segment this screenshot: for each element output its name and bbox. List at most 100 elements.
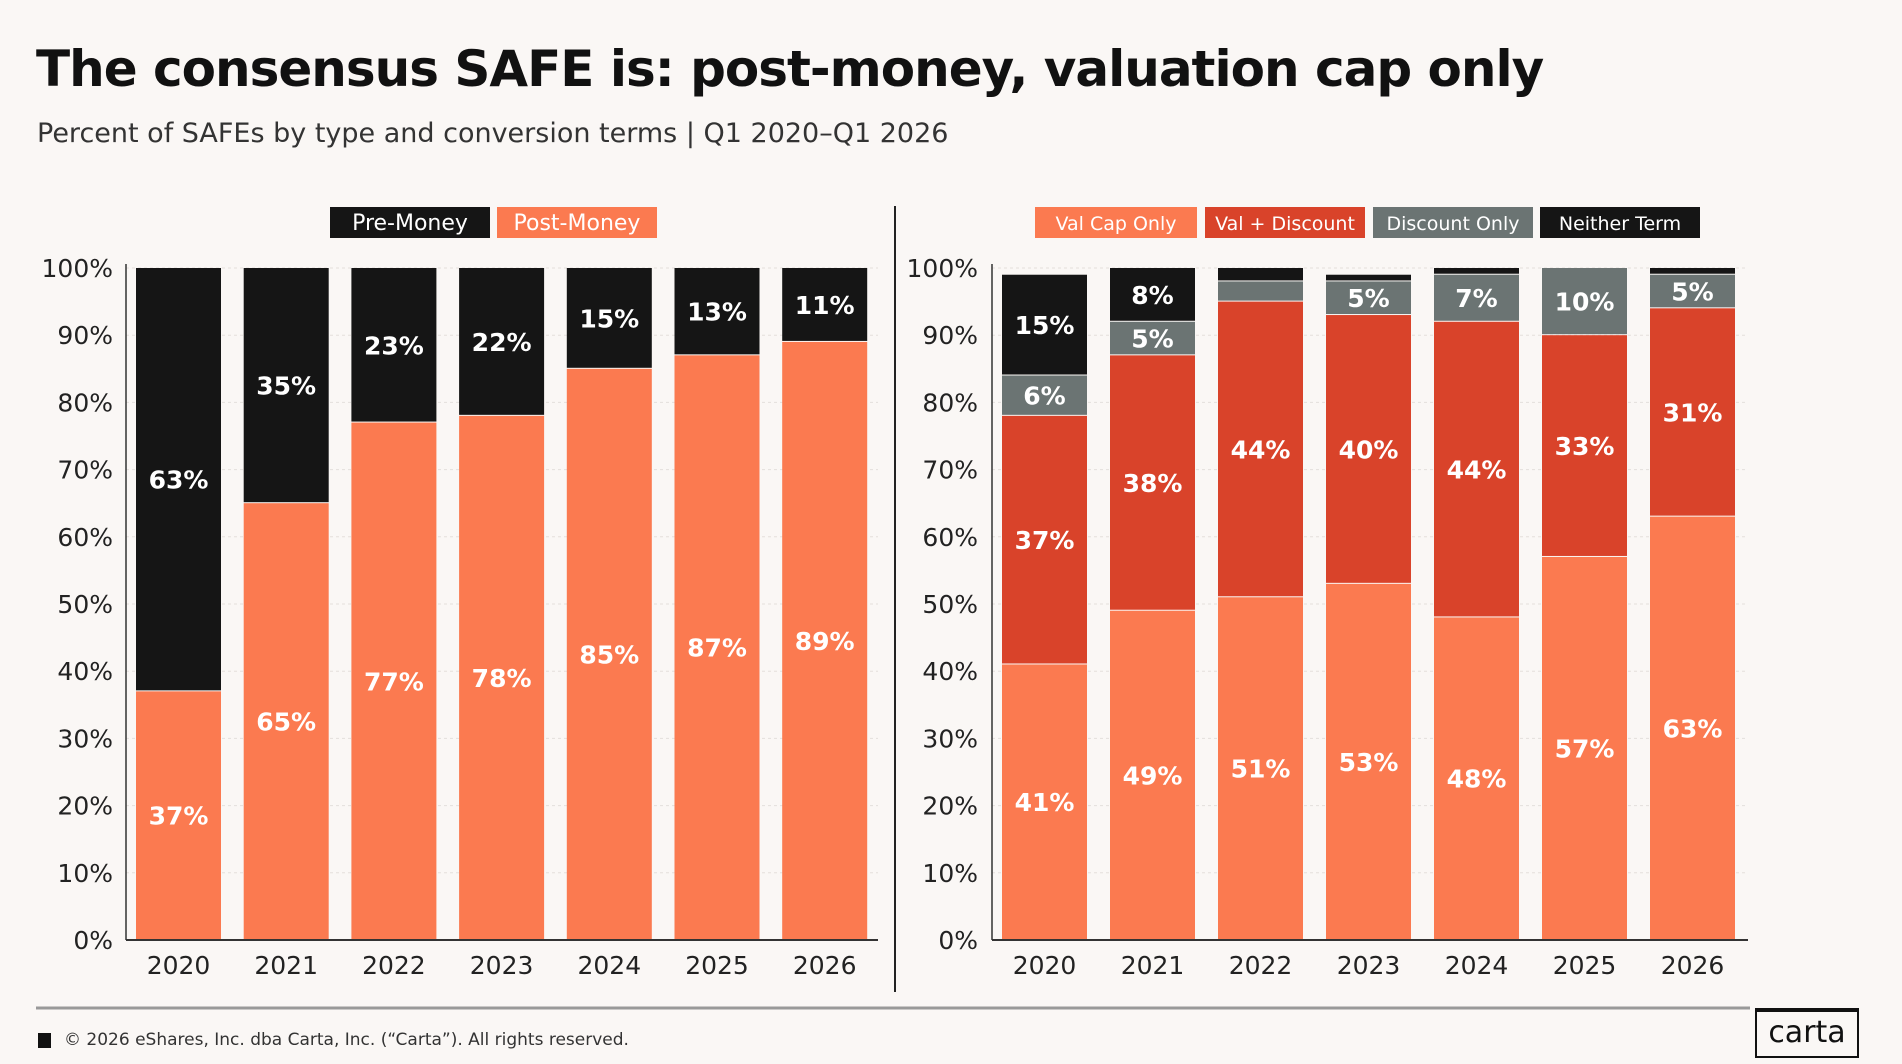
bar-segment-neither-term-2024: [1434, 268, 1519, 274]
bar-segment-pre-money-2020: [136, 268, 221, 691]
data-label: 23%: [364, 331, 424, 360]
data-label: 87%: [687, 634, 747, 663]
x-tick-label: 2023: [1337, 951, 1401, 980]
data-label: 5%: [1131, 325, 1173, 354]
y-tick-label: 30%: [922, 724, 978, 753]
footer-square-icon: [38, 1033, 51, 1048]
y-tick-label: 40%: [922, 657, 978, 686]
x-tick-label: 2020: [147, 951, 211, 980]
bar-segment-val-cap-only-2026: [1650, 516, 1735, 939]
bar-segment-discount-only-2023: [1326, 281, 1411, 315]
bar-segment-post-money-2024: [566, 368, 652, 939]
y-tick-label: 30%: [57, 724, 113, 753]
bar-segment-val-discount-2020: [1002, 415, 1087, 664]
data-label: 35%: [256, 372, 316, 401]
legend-label: Val + Discount: [1215, 213, 1355, 235]
bar-segment-val-cap-only-2023: [1326, 583, 1411, 939]
legend-swatch: [497, 207, 657, 238]
legend-label: Neither Term: [1559, 213, 1681, 235]
x-tick-label: 2024: [577, 951, 641, 980]
y-tick-label: 80%: [57, 388, 113, 417]
chart-1: 0% 10% 20% 30% 40% 50% 60% 70% 80% 90% 100% 37% 63% 2…: [42, 207, 878, 980]
bar-segment-discount-only-2026: [1650, 274, 1735, 308]
y-tick-label: 50%: [57, 590, 113, 619]
x-tick-label: 2024: [1445, 951, 1509, 980]
y-tick-label: 90%: [922, 321, 978, 350]
carta-logo: carta: [1755, 1008, 1859, 1058]
legend-swatch: [1205, 207, 1365, 238]
legend-swatch: [1035, 207, 1197, 238]
bar-segment-val-cap-only-2020: [1002, 664, 1087, 939]
x-tick-label: 2021: [1121, 951, 1185, 980]
copyright-footer: © 2026 eShares, Inc. dba Carta, Inc. (“C…: [64, 1030, 629, 1050]
y-tick-label: 90%: [57, 321, 113, 350]
page-title: The consensus SAFE is: post-money, valua…: [36, 40, 1544, 98]
y-tick-label: 100%: [42, 254, 113, 283]
bar-segment-discount-only-2024: [1434, 274, 1519, 321]
x-tick-label: 2023: [470, 951, 534, 980]
y-tick-label: 20%: [57, 792, 113, 821]
data-label: 63%: [149, 466, 209, 495]
bar-segment-pre-money-2022: [351, 268, 437, 422]
legend-label: Pre-Money: [352, 211, 468, 236]
data-label: 77%: [364, 667, 424, 696]
bar-segment-neither-term-2026: [1650, 268, 1735, 274]
legend-label: Val Cap Only: [1055, 213, 1176, 235]
data-label: 53%: [1339, 748, 1399, 777]
data-label: 40%: [1339, 435, 1399, 464]
chart-2: 0% 10% 20% 30% 40% 50% 60% 70% 80% 90% 100% 41% 37% 6…: [907, 207, 1748, 980]
bar-segment-neither-term-2021: [1110, 268, 1195, 321]
bar-segment-post-money-2026: [782, 341, 868, 939]
x-tick-label: 2022: [362, 951, 426, 980]
y-tick-label: 60%: [57, 523, 113, 552]
x-tick-label: 2020: [1013, 951, 1077, 980]
data-label: 7%: [1455, 284, 1497, 313]
data-label: 33%: [1555, 432, 1615, 461]
data-label: 8%: [1131, 281, 1173, 310]
data-label: 51%: [1231, 755, 1291, 784]
bar-segment-val-discount-2021: [1110, 355, 1195, 610]
data-label: 38%: [1123, 469, 1183, 498]
bar-segment-val-cap-only-2024: [1434, 617, 1519, 939]
x-tick-label: 2025: [1553, 951, 1617, 980]
data-label: 5%: [1671, 278, 1713, 307]
x-tick-label: 2021: [254, 951, 318, 980]
data-label: 57%: [1555, 734, 1615, 763]
y-tick-label: 0%: [938, 926, 978, 955]
y-tick-label: 50%: [922, 590, 978, 619]
legend-swatch: [1373, 207, 1533, 238]
x-tick-label: 2026: [793, 951, 857, 980]
y-tick-label: 20%: [922, 792, 978, 821]
bar-segment-val-discount-2023: [1326, 315, 1411, 583]
data-label: 11%: [795, 291, 855, 320]
data-label: 41%: [1015, 788, 1075, 817]
bar-segment-post-money-2023: [459, 415, 545, 940]
legend-label: Discount Only: [1387, 213, 1520, 235]
bar-segment-discount-only-2025: [1542, 268, 1627, 335]
bar-segment-val-discount-2024: [1434, 321, 1519, 617]
data-label: 49%: [1123, 761, 1183, 790]
legend-label: Post-Money: [514, 211, 641, 236]
bar-segment-discount-only-2021: [1110, 321, 1195, 355]
legend-swatch: [1540, 207, 1700, 238]
x-tick-label: 2025: [685, 951, 749, 980]
page-subtitle: Percent of SAFEs by type and conversion …: [37, 118, 949, 149]
bar-segment-pre-money-2025: [674, 268, 760, 355]
bar-segment-discount-only-2022: [1218, 281, 1303, 301]
data-label: 37%: [1015, 526, 1075, 555]
y-tick-label: 70%: [922, 456, 978, 485]
data-label: 89%: [795, 627, 855, 656]
legend-swatch: [330, 207, 490, 238]
data-label: 15%: [579, 304, 639, 333]
bar-segment-post-money-2022: [351, 422, 437, 939]
data-label: 44%: [1447, 456, 1507, 485]
data-label: 85%: [579, 640, 639, 669]
y-tick-label: 80%: [922, 388, 978, 417]
y-tick-label: 0%: [73, 926, 113, 955]
data-label: 22%: [472, 328, 532, 357]
data-label: 37%: [149, 802, 209, 831]
y-tick-label: 10%: [57, 859, 113, 888]
bar-segment-discount-only-2020: [1002, 375, 1087, 415]
data-label: 31%: [1663, 398, 1723, 427]
